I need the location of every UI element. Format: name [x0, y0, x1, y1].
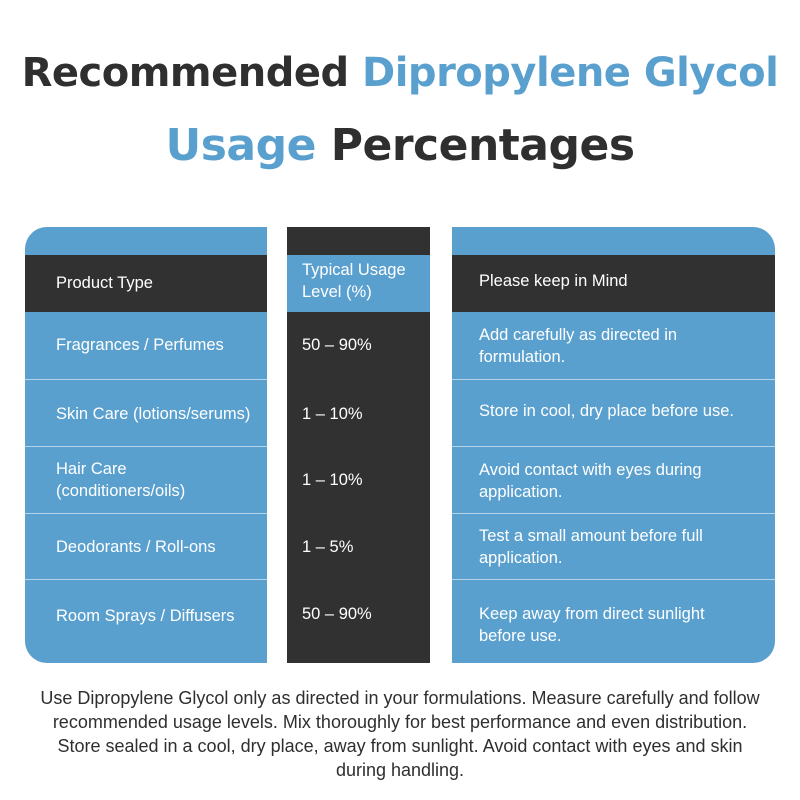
- product-type-column: Product Type Fragrances / Perfumes Skin …: [25, 227, 267, 663]
- product-type-cell: Room Sprays / Diffusers: [56, 607, 235, 625]
- row-divider: [25, 446, 267, 447]
- usage-level-cell: 1 – 5%: [302, 538, 354, 556]
- usage-level-cell: 50 – 90%: [302, 605, 372, 623]
- note-cell: Keep away from direct sunlight before us…: [479, 605, 705, 645]
- note-cell: Store in cool, dry place before use.: [479, 402, 734, 420]
- usage-level-cell: 1 – 10%: [302, 405, 363, 423]
- title-accent-text: Usage: [165, 120, 316, 171]
- row-divider: [452, 446, 775, 447]
- note-cell: Avoid contact with eyes during applicati…: [479, 461, 702, 501]
- column-header-usage-level: Typical Usage Level (%): [302, 261, 406, 301]
- header-band: [287, 255, 430, 312]
- title-text: Percentages: [315, 120, 635, 171]
- product-type-cell: Deodorants / Roll-ons: [56, 538, 216, 556]
- title-accent-text: Dipropylene Glycol: [362, 50, 779, 96]
- note-cell: Add carefully as directed in formulation…: [479, 326, 678, 366]
- row-divider: [25, 513, 267, 514]
- title-text: Recommended: [21, 50, 363, 96]
- row-divider: [25, 579, 267, 580]
- header-band: [452, 255, 775, 312]
- product-type-cell: Skin Care (lotions/serums): [56, 405, 251, 423]
- usage-instructions-paragraph: Use Dipropylene Glycol only as directed …: [40, 688, 760, 780]
- row-divider: [25, 379, 267, 380]
- row-divider: [452, 513, 775, 514]
- usage-level-cell: 1 – 10%: [302, 471, 363, 489]
- row-divider: [452, 379, 775, 380]
- product-type-cell: Hair Care (conditioners/oils): [56, 460, 186, 500]
- column-header-product-type: Product Type: [56, 274, 153, 292]
- note-cell: Test a small amount before full applicat…: [479, 527, 703, 567]
- page-title-line-2: Usage Percentages: [0, 120, 800, 171]
- usage-level-column: Typical Usage Level (%) 50 – 90% 1 – 10%…: [287, 227, 430, 663]
- product-type-cell: Fragrances / Perfumes: [56, 336, 224, 354]
- usage-level-cell: 50 – 90%: [302, 336, 372, 354]
- row-divider: [452, 579, 775, 580]
- notes-column: Please keep in Mind Add carefully as dir…: [452, 227, 775, 663]
- page-title-line-1: Recommended Dipropylene Glycol: [0, 50, 800, 96]
- header-band: [25, 255, 267, 312]
- column-header-notes: Please keep in Mind: [479, 272, 628, 290]
